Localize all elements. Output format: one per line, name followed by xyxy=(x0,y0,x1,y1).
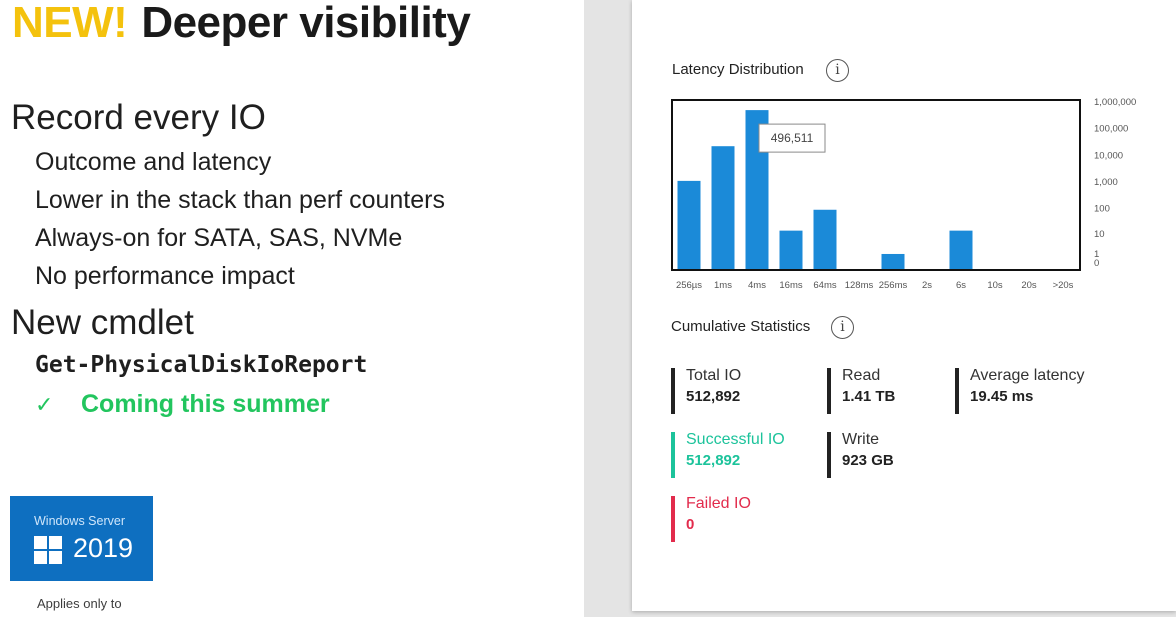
y-tick-label: 0 xyxy=(1094,258,1099,269)
bullet-2: Lower in the stack than perf counters xyxy=(35,186,445,214)
stat-average-latency: Average latency 19.45 ms xyxy=(955,367,1085,414)
bullet-4: No performance impact xyxy=(35,262,295,290)
stat-failed-io-label: Failed IO xyxy=(686,495,751,512)
coming-row: ✓ Coming this summer xyxy=(35,390,330,419)
stat-write-value: 923 GB xyxy=(842,452,894,469)
stat-average-latency-value: 19.45 ms xyxy=(970,388,1034,405)
title-rest: Deeper visibility xyxy=(141,0,471,47)
x-tick-label: 1ms xyxy=(714,280,732,291)
y-tick-label: 10,000 xyxy=(1094,150,1123,161)
heading-record-every-io: Record every IO xyxy=(11,98,266,137)
bar xyxy=(779,230,803,270)
bar xyxy=(949,230,973,270)
bar xyxy=(677,180,701,270)
bar xyxy=(813,209,837,270)
stat-write: Write 923 GB xyxy=(827,431,894,478)
y-tick-label: 100 xyxy=(1094,204,1110,215)
stat-read: Read 1.41 TB xyxy=(827,367,896,414)
stat-failed-io: Failed IO 0 xyxy=(671,495,751,542)
y-tick-label: 10 xyxy=(1094,229,1105,240)
y-tick-label: 1 xyxy=(1094,249,1099,260)
check-icon: ✓ xyxy=(35,392,54,417)
latency-info-icon[interactable]: i xyxy=(826,59,849,82)
tooltip-box xyxy=(758,123,826,153)
stat-read-label: Read xyxy=(842,367,881,384)
plot-frame xyxy=(671,99,1081,271)
bullet-1: Outcome and latency xyxy=(35,148,272,176)
badge-product: Windows Server xyxy=(34,514,125,528)
cumulative-info-icon[interactable]: i xyxy=(831,316,854,339)
x-tick-label: 6s xyxy=(956,280,966,291)
stat-total-io-label: Total IO xyxy=(686,367,742,384)
x-tick-label: 2s xyxy=(922,280,932,291)
cumulative-statistics-title: Cumulative Statistics xyxy=(671,318,811,335)
stat-successful-io-label: Successful IO xyxy=(686,431,785,448)
bar xyxy=(711,146,735,270)
y-tick-label: 1,000,000 xyxy=(1094,97,1136,108)
stat-total-io-value: 512,892 xyxy=(686,388,741,405)
disk-report-panel xyxy=(632,0,1176,611)
y-tick-label: 1,000 xyxy=(1094,177,1118,188)
tooltip-value: 496,511 xyxy=(771,131,814,145)
coming-text: Coming this summer xyxy=(81,390,330,418)
applies-note: Applies only to xyxy=(37,596,122,611)
x-tick-label: 256µs xyxy=(676,280,702,291)
badge-year: 2019 xyxy=(73,533,134,563)
x-tick-label: 256ms xyxy=(879,280,908,291)
y-tick-label: 100,000 xyxy=(1094,124,1128,135)
stat-read-value: 1.41 TB xyxy=(842,388,896,405)
stat-write-label: Write xyxy=(842,431,880,448)
x-tick-label: 128ms xyxy=(845,280,874,291)
x-tick-label: 4ms xyxy=(748,280,766,291)
x-tick-label: 10s xyxy=(987,280,1003,291)
windows-logo-icon xyxy=(34,536,63,565)
latency-distribution-title: Latency Distribution xyxy=(672,61,804,78)
latency-distribution-chart: 01 10 100 1,000 10,000 100,000 1,000,000 256µs 1… xyxy=(671,97,1136,291)
stat-total-io: Total IO 512,892 xyxy=(671,367,742,414)
x-tick-label: 20s xyxy=(1021,280,1037,291)
x-tick-label: 64ms xyxy=(813,280,836,291)
stat-successful-io: Successful IO 512,892 xyxy=(671,431,785,478)
slide: NEW! Deeper visibility Record every IO Ou… xyxy=(0,0,584,617)
stat-average-latency-label: Average latency xyxy=(970,367,1085,384)
bullet-3: Always-on for SATA, SAS, NVMe xyxy=(35,224,403,252)
x-tick-label: 16ms xyxy=(779,280,802,291)
bar xyxy=(881,253,905,270)
cmdlet-name: Get-PhysicalDiskIoReport xyxy=(35,352,368,378)
stat-successful-io-value: 512,892 xyxy=(686,452,741,469)
heading-new-cmdlet: New cmdlet xyxy=(11,303,194,342)
title-new: NEW! xyxy=(12,0,128,47)
slide-title: NEW! Deeper visibility xyxy=(12,0,471,48)
stat-failed-io-value: 0 xyxy=(686,516,695,533)
windows-server-badge: Windows Server 2019 xyxy=(10,496,153,581)
x-tick-label: >20s xyxy=(1053,280,1074,291)
